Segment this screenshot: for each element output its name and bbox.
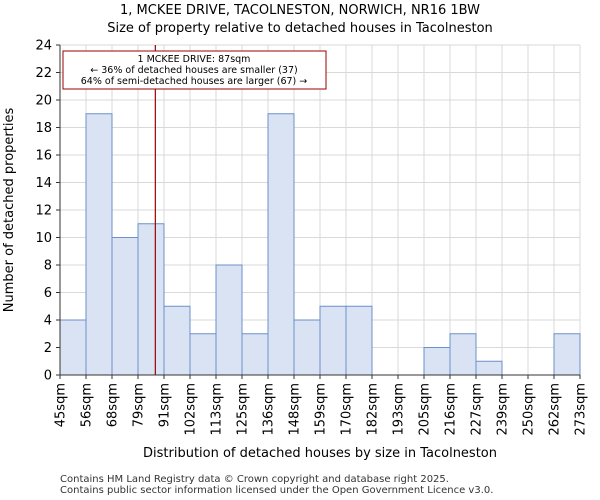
annotation-line-3: 64% of semi-detached houses are larger (… <box>81 76 308 87</box>
y-tick-label: 24 <box>35 39 52 54</box>
y-tick-label: 20 <box>35 94 52 109</box>
bar <box>163 305 191 376</box>
y-tick-label: 14 <box>35 176 52 191</box>
x-tick-label: 193sqm <box>392 383 407 436</box>
x-tick-label: 45sqm <box>54 383 69 427</box>
y-tick-label: 22 <box>35 66 52 81</box>
x-tick-label: 136sqm <box>262 383 277 436</box>
x-tick-label: 125sqm <box>236 383 251 436</box>
x-tick-label: 102sqm <box>184 383 199 436</box>
x-tick-label: 239sqm <box>496 383 511 436</box>
bar <box>85 113 113 376</box>
bar <box>319 305 347 376</box>
x-tick-label: 68sqm <box>106 383 121 427</box>
annotation-box: 1 MCKEE DRIVE: 87sqm ← 36% of detached h… <box>62 50 327 90</box>
x-tick-label: 170sqm <box>340 383 355 436</box>
x-tick-label: 159sqm <box>314 383 329 436</box>
x-tick-label: 262sqm <box>548 383 563 436</box>
y-tick-label: 10 <box>35 231 52 246</box>
annotation-frame <box>62 50 327 90</box>
y-tick-label: 0 <box>44 369 52 384</box>
annotation-line-1: 1 MCKEE DRIVE: 87sqm <box>138 54 251 65</box>
x-tick-label: 205sqm <box>418 383 433 436</box>
bar <box>267 113 295 376</box>
chart-title: 1, MCKEE DRIVE, TACOLNESTON, NORWICH, NR… <box>120 3 480 18</box>
bar <box>215 264 243 376</box>
bar <box>345 305 373 376</box>
bar <box>553 333 581 376</box>
x-tick-label: 227sqm <box>470 383 485 436</box>
bar <box>449 333 477 376</box>
bar <box>189 333 217 376</box>
y-tick-label: 16 <box>35 149 52 164</box>
x-tick-label: 79sqm <box>132 383 147 427</box>
x-tick-label: 148sqm <box>288 383 303 436</box>
footer-copyright: Contains HM Land Registry data © Crown c… <box>60 474 449 485</box>
y-tick-label: 8 <box>44 259 52 274</box>
x-tick-label: 113sqm <box>210 383 225 436</box>
bar <box>137 223 165 376</box>
y-tick-label: 18 <box>35 121 52 136</box>
bar <box>293 319 321 376</box>
y-axis-label: Number of detached properties <box>2 108 17 313</box>
x-tick-label: 250sqm <box>522 383 537 436</box>
y-tick-label: 6 <box>44 286 52 301</box>
annotation-line-2: ← 36% of detached houses are smaller (37… <box>90 65 297 76</box>
x-axis-label: Distribution of detached houses by size … <box>143 446 497 461</box>
bar <box>241 333 269 376</box>
bar <box>423 347 451 376</box>
footer-licence: Contains public sector information licen… <box>60 485 494 496</box>
x-tick-label: 216sqm <box>444 383 459 436</box>
x-tick-label: 182sqm <box>366 383 381 436</box>
y-tick-label: 12 <box>35 204 52 219</box>
chart-subtitle: Size of property relative to detached ho… <box>107 21 493 36</box>
x-tick-label: 91sqm <box>158 383 173 427</box>
bar <box>111 237 139 376</box>
bars <box>59 113 581 376</box>
x-tick-label: 56sqm <box>80 383 95 427</box>
y-tick-label: 4 <box>44 314 52 329</box>
y-tick-label: 2 <box>44 341 52 356</box>
x-tick-label: 273sqm <box>574 383 589 436</box>
bar <box>59 319 87 376</box>
bar <box>475 360 503 376</box>
